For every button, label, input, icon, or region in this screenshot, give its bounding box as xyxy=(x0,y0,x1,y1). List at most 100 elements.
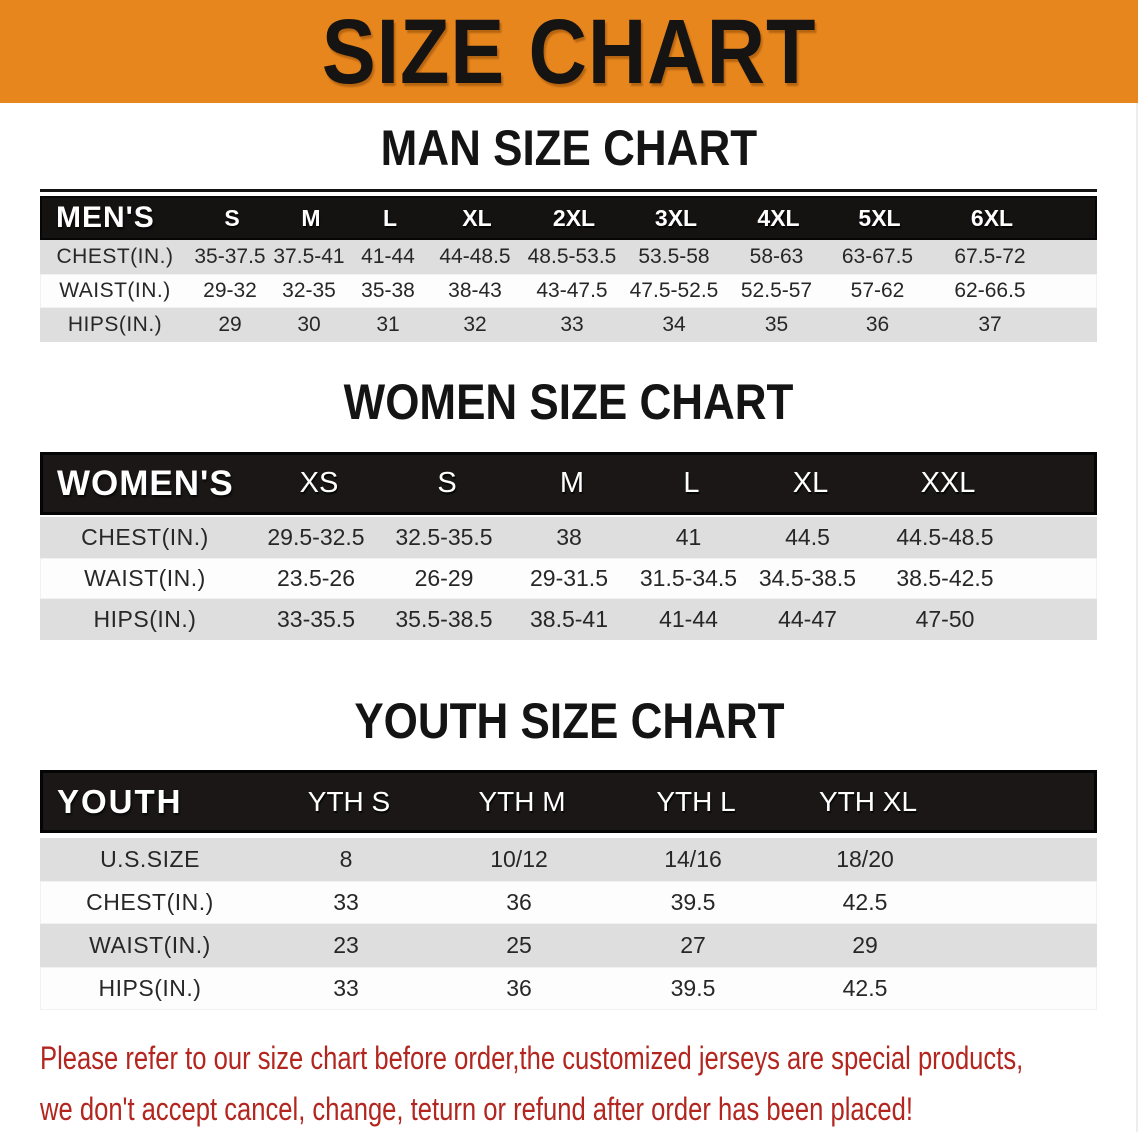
row-label: WAIST(IN.) xyxy=(84,565,206,591)
column-header: YTH XL xyxy=(818,785,918,817)
row-value: 33 xyxy=(333,889,359,915)
row-value: 34 xyxy=(662,313,686,336)
row-value: 47-50 xyxy=(915,606,975,632)
women-section-heading-text: WOMEN SIZE CHART xyxy=(344,374,794,430)
table-row: CHEST(IN.) 35-37.5 37.5-41 41-44 44-48.5 48.5… xyxy=(40,240,1097,274)
row-value: 41 xyxy=(675,524,702,550)
row-value: 42.5 xyxy=(842,889,888,915)
row-value: 41-44 xyxy=(361,245,415,268)
row-value: 27 xyxy=(680,932,706,958)
column-header: XXL xyxy=(920,467,976,499)
chart-header-bar: YOUTH YTH S YTH M YTH L YTH XL xyxy=(40,770,1097,833)
table-row: CHEST(IN.) 33 36 39.5 42.5 xyxy=(40,881,1097,924)
row-label: CHEST(IN.) xyxy=(56,245,174,268)
row-value: 53.5-58 xyxy=(638,245,710,268)
row-value: 29-31.5 xyxy=(529,565,608,591)
size-chart-banner: SIZE CHART xyxy=(0,0,1138,103)
youth-section-heading: YOUTH SIZE CHART xyxy=(0,695,1138,748)
row-value: 44.5 xyxy=(785,524,830,550)
row-value: 44-47 xyxy=(778,606,837,632)
chart-header-bar: MEN'S S M L XL 2XL 3XL 4XL 5XL 6XL xyxy=(40,196,1097,240)
row-label: WAIST(IN.) xyxy=(59,279,171,302)
row-value: 29-32 xyxy=(203,279,257,302)
size-group-label: YOUTH xyxy=(57,782,183,820)
row-label: HIPS(IN.) xyxy=(98,975,202,1001)
row-value: 35.5-38.5 xyxy=(395,606,493,632)
column-header: 2XL xyxy=(552,204,596,231)
row-value: 32.5-35.5 xyxy=(395,524,493,550)
row-value: 30 xyxy=(297,313,321,336)
women-size-table: WOMEN'S XS S M L XL XXL CHEST(IN.) 29.5-32.5 32.… xyxy=(40,452,1097,640)
row-value: 29.5-32.5 xyxy=(267,524,365,550)
column-header: L xyxy=(683,467,700,499)
row-value: 44-48.5 xyxy=(439,245,511,268)
row-value: 34.5-38.5 xyxy=(758,565,857,591)
youth-size-table: YOUTH YTH S YTH M YTH L YTH XL U.S.SIZE 8 10/1… xyxy=(40,770,1097,1010)
table-row: WAIST(IN.) 23.5-26 26-29 29-31.5 31.5-34.5 34… xyxy=(40,558,1097,599)
table-row: CHEST(IN.) 29.5-32.5 32.5-35.5 38 41 44.5 44.5… xyxy=(40,517,1097,558)
row-value: 35-37.5 xyxy=(194,245,266,268)
row-value: 32-35 xyxy=(282,279,336,302)
column-header: M xyxy=(301,204,321,231)
row-label: WAIST(IN.) xyxy=(89,932,211,958)
row-value: 39.5 xyxy=(670,975,716,1001)
row-value: 18/20 xyxy=(836,846,894,872)
order-policy-line1: Please refer to our size chart before or… xyxy=(40,1040,1024,1076)
banner-title: SIZE CHART xyxy=(321,0,817,103)
row-label: CHEST(IN.) xyxy=(86,889,214,915)
row-value: 36 xyxy=(506,889,532,915)
row-value: 29 xyxy=(218,313,242,336)
chart-header-bar: WOMEN'S XS S M L XL XXL xyxy=(40,452,1097,515)
row-value: 25 xyxy=(506,932,532,958)
row-value: 39.5 xyxy=(670,889,716,915)
row-value: 38.5-42.5 xyxy=(896,565,994,591)
column-header: 4XL xyxy=(757,204,800,231)
row-value: 47.5-52.5 xyxy=(629,279,719,302)
men-size-table: MEN'S S M L XL 2XL 3XL 4XL 5XL 6XL CHEST(IN.) 35-3… xyxy=(40,189,1097,342)
row-value: 67.5-72 xyxy=(954,245,1026,268)
row-value: 23 xyxy=(333,932,359,958)
row-value: 31 xyxy=(376,313,400,336)
table-top-rule xyxy=(40,189,1097,192)
column-header: S xyxy=(437,467,457,499)
row-label: CHEST(IN.) xyxy=(81,524,209,550)
table-row: WAIST(IN.) 29-32 32-35 35-38 38-43 43-47.5 47.… xyxy=(40,274,1097,308)
column-header: YTH L xyxy=(656,785,736,817)
row-value: 48.5-53.5 xyxy=(527,245,617,268)
youth-section-heading-text: YOUTH SIZE CHART xyxy=(353,693,785,749)
women-section-heading: WOMEN SIZE CHART xyxy=(0,376,1138,429)
row-value: 41-44 xyxy=(659,606,718,632)
row-value: 31.5-34.5 xyxy=(639,565,738,591)
table-row: HIPS(IN.) 33 36 39.5 42.5 xyxy=(40,967,1097,1010)
row-value: 35 xyxy=(764,313,789,336)
column-header: L xyxy=(382,204,398,231)
row-value: 36 xyxy=(506,975,532,1001)
men-section-heading: MAN SIZE CHART xyxy=(0,122,1138,175)
table-rows: CHEST(IN.) 35-37.5 37.5-41 41-44 44-48.5 48.5… xyxy=(40,240,1097,342)
row-value: 37.5-41 xyxy=(273,245,345,268)
row-value: 52.5-57 xyxy=(740,279,813,302)
men-section-heading-text: MAN SIZE CHART xyxy=(380,120,758,176)
row-value: 36 xyxy=(865,313,890,336)
row-value: 33 xyxy=(333,975,359,1001)
column-header: YTH M xyxy=(478,785,566,817)
row-value: 58-63 xyxy=(749,245,804,268)
row-value: 33 xyxy=(560,313,584,336)
column-header: XL xyxy=(462,204,492,231)
row-value: 33-35.5 xyxy=(276,606,355,632)
table-rows: CHEST(IN.) 29.5-32.5 32.5-35.5 38 41 44.5 44.5… xyxy=(40,517,1097,640)
table-rows: U.S.SIZE 8 10/12 14/16 18/20 CHEST(IN.) 33 36 39… xyxy=(40,838,1097,1010)
row-label: HIPS(IN.) xyxy=(67,313,163,336)
row-value: 44.5-48.5 xyxy=(896,524,994,550)
column-header: S xyxy=(224,204,240,231)
row-value: 38-43 xyxy=(448,279,502,302)
row-value: 43-47.5 xyxy=(536,279,608,302)
row-value: 10/12 xyxy=(490,846,548,872)
row-value: 29 xyxy=(852,932,878,958)
row-value: 8 xyxy=(339,846,353,872)
table-row: HIPS(IN.) 33-35.5 35.5-38.5 38.5-41 41-44 44-… xyxy=(40,599,1097,640)
column-header: 6XL xyxy=(970,204,1014,231)
row-value: 14/16 xyxy=(664,846,722,872)
column-header: XS xyxy=(299,467,339,499)
size-group-label: WOMEN'S xyxy=(57,463,234,503)
